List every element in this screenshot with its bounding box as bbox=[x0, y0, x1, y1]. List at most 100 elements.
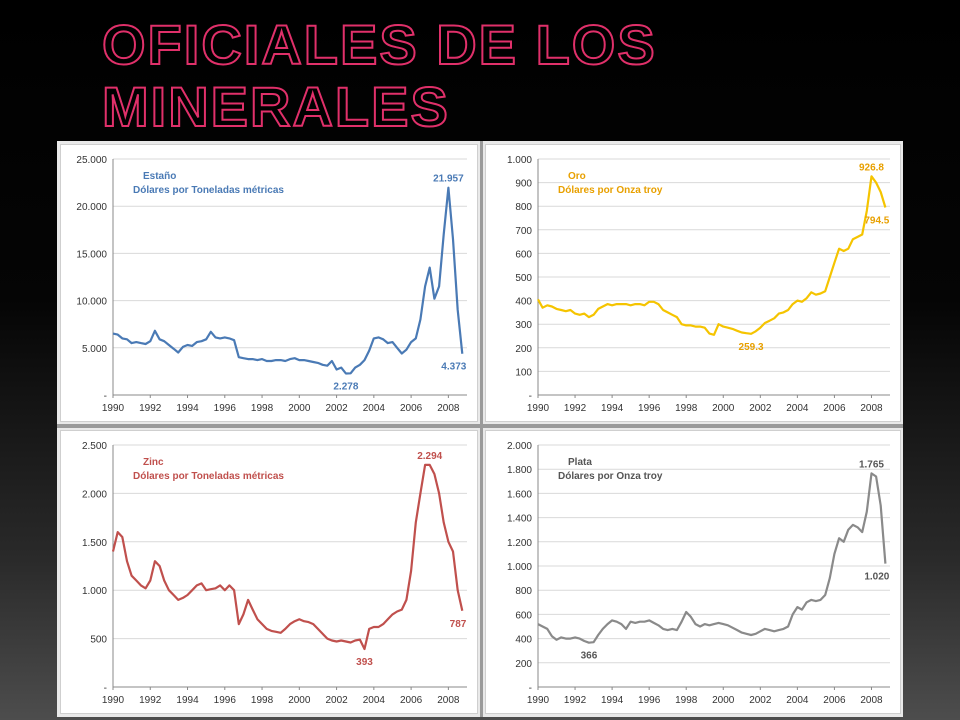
y-tick-label: 800 bbox=[515, 202, 532, 213]
x-tick-label: 2008 bbox=[437, 403, 460, 414]
y-tick-label: 600 bbox=[515, 249, 532, 260]
x-tick-label: 2006 bbox=[823, 403, 846, 414]
x-tick-label: 1998 bbox=[251, 403, 274, 414]
x-tick-label: 2000 bbox=[288, 695, 311, 706]
x-tick-label: 1990 bbox=[527, 403, 550, 414]
x-tick-label: 1990 bbox=[102, 403, 125, 414]
x-tick-label: 1994 bbox=[601, 695, 624, 706]
panel-divider-horizontal bbox=[57, 424, 903, 428]
x-tick-label: 1998 bbox=[251, 695, 274, 706]
x-tick-label: 2008 bbox=[860, 695, 883, 706]
chart-plata: - 200 400 600 800 1.000 1.200 1.400 1.600 1.800 2.… bbox=[507, 441, 890, 706]
x-tick-label: 2006 bbox=[400, 403, 423, 414]
chart-panel-oro: - 100 200 300 400 500 600 700 800 900 1.000 1990 199… bbox=[485, 144, 901, 422]
y-tick-label: 10.000 bbox=[76, 297, 107, 308]
oro-series-line bbox=[537, 175, 887, 336]
y-tick-label: 800 bbox=[515, 586, 532, 597]
y-tick-label: 1.200 bbox=[507, 538, 532, 549]
x-tick-label: 1996 bbox=[638, 695, 661, 706]
data-label: 1.765 bbox=[859, 459, 884, 470]
data-label: 926.8 bbox=[859, 162, 884, 173]
data-label: 1.020 bbox=[864, 572, 889, 583]
x-tick-label: 2002 bbox=[749, 695, 772, 706]
data-label: 2.278 bbox=[333, 381, 358, 392]
plata-series-line bbox=[537, 472, 887, 644]
data-label: 259.3 bbox=[739, 342, 764, 353]
chart-zinc: - 500 1.000 1.500 2.000 2.500 1990 1992 1994 1996… bbox=[82, 441, 467, 706]
y-tick-label: 900 bbox=[515, 179, 532, 190]
y-tick-label: 200 bbox=[515, 344, 532, 355]
x-tick-label: 2002 bbox=[325, 403, 348, 414]
data-label: 393 bbox=[356, 657, 373, 668]
y-tick-label: 2.500 bbox=[82, 441, 107, 452]
x-tick-label: 1996 bbox=[214, 695, 237, 706]
plata-chart-subtitle: Dólares por Onza troy bbox=[558, 471, 663, 482]
x-tick-label: 1994 bbox=[601, 403, 624, 414]
x-tick-label: 1998 bbox=[675, 403, 698, 414]
estano-series-line bbox=[112, 186, 464, 375]
x-tick-label: 1992 bbox=[139, 695, 162, 706]
estano-chart-subtitle: Dólares por Toneladas métricas bbox=[133, 185, 284, 196]
oro-chart-title: Oro bbox=[568, 171, 586, 182]
data-label: 2.294 bbox=[417, 451, 442, 462]
y-tick-label: 1.800 bbox=[507, 465, 532, 476]
x-tick-label: 1994 bbox=[176, 695, 199, 706]
y-tick-label: - bbox=[104, 391, 107, 402]
x-tick-label: 1996 bbox=[638, 403, 661, 414]
chart-panel-zinc: - 500 1.000 1.500 2.000 2.500 1990 1992 1994 1996… bbox=[60, 430, 478, 714]
x-tick-label: 2000 bbox=[712, 403, 735, 414]
slide-title-line2: MINERALES bbox=[101, 75, 450, 139]
y-tick-label: 1.600 bbox=[507, 489, 532, 500]
y-tick-label: 500 bbox=[90, 635, 107, 646]
estano-chart-title: Estaño bbox=[143, 171, 176, 182]
y-tick-label: 400 bbox=[515, 635, 532, 646]
chart-estano: - 5.000 10.000 15.000 20.000 25.000 1990 1992 19… bbox=[76, 155, 467, 414]
y-tick-label: 1.000 bbox=[507, 562, 532, 573]
y-tick-label: 1.400 bbox=[507, 514, 532, 525]
zinc-chart-subtitle: Dólares por Toneladas métricas bbox=[133, 471, 284, 482]
y-tick-label: 15.000 bbox=[76, 249, 107, 260]
x-tick-label: 2002 bbox=[325, 695, 348, 706]
x-tick-label: 1998 bbox=[675, 695, 698, 706]
x-tick-label: 2002 bbox=[749, 403, 772, 414]
y-tick-label: 5.000 bbox=[82, 344, 107, 355]
x-tick-label: 2008 bbox=[437, 695, 460, 706]
slide-title: OFICIALES DE LOS MINERALES bbox=[101, 13, 922, 139]
data-label: 794.5 bbox=[864, 215, 889, 226]
chart-panel-plata: - 200 400 600 800 1.000 1.200 1.400 1.600 1.800 2.… bbox=[485, 430, 901, 714]
y-tick-label: 25.000 bbox=[76, 155, 107, 166]
x-tick-label: 2008 bbox=[860, 403, 883, 414]
plata-chart-title: Plata bbox=[568, 457, 592, 468]
y-tick-label: 1.500 bbox=[82, 538, 107, 549]
y-tick-label: 100 bbox=[515, 367, 532, 378]
y-tick-label: 300 bbox=[515, 320, 532, 331]
x-tick-label: 1994 bbox=[176, 403, 199, 414]
x-tick-label: 1992 bbox=[139, 403, 162, 414]
data-label: 787 bbox=[450, 619, 467, 630]
y-tick-label: 500 bbox=[515, 273, 532, 284]
y-tick-label: 20.000 bbox=[76, 202, 107, 213]
x-tick-label: 1996 bbox=[214, 403, 237, 414]
panel-divider-vertical bbox=[480, 141, 483, 717]
x-tick-label: 2000 bbox=[712, 695, 735, 706]
data-label: 4.373 bbox=[441, 362, 466, 373]
x-tick-label: 2004 bbox=[363, 695, 386, 706]
y-tick-label: - bbox=[529, 391, 532, 402]
zinc-chart-title: Zinc bbox=[143, 457, 164, 468]
y-tick-label: 200 bbox=[515, 659, 532, 670]
x-tick-label: 2004 bbox=[363, 403, 386, 414]
x-tick-label: 1990 bbox=[102, 695, 125, 706]
data-label: 366 bbox=[581, 651, 598, 662]
y-tick-label: 1.000 bbox=[507, 155, 532, 166]
zinc-series-line bbox=[111, 463, 464, 651]
x-tick-label: 2006 bbox=[823, 695, 846, 706]
slide-title-line1: OFICIALES DE LOS bbox=[101, 13, 657, 77]
x-tick-label: 2000 bbox=[288, 403, 311, 414]
y-tick-label: - bbox=[104, 683, 107, 694]
y-tick-label: 700 bbox=[515, 226, 532, 237]
data-label: 21.957 bbox=[433, 174, 464, 185]
oro-chart-subtitle: Dólares por Onza troy bbox=[558, 185, 663, 196]
y-tick-label: 400 bbox=[515, 297, 532, 308]
x-tick-label: 2004 bbox=[786, 403, 809, 414]
y-tick-label: 2.000 bbox=[82, 489, 107, 500]
